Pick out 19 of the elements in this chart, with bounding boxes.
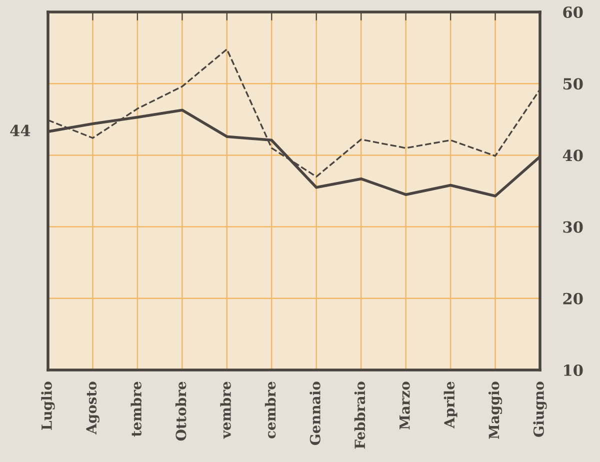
x-tick-label: Febbraio [354,382,366,449]
y-tick-label: 40 [562,150,583,162]
x-tick-label: Ottobre [175,382,186,441]
x-tick-label: cembre [264,382,276,438]
y-tick-label: 20 [563,292,583,304]
x-tick-label: Agosto [86,382,100,434]
y-tick-label: 30 [563,221,583,233]
x-tick-label: vembre [220,382,231,439]
y-tick-label: 50 [563,78,583,90]
y-tick-label: 10 [564,364,583,376]
y-tick-label: 60 [563,6,583,18]
x-tick-label: Maggio [488,382,502,439]
x-tick-label: Luglio [41,382,55,430]
text: 44 [10,124,30,136]
x-tick-label: Gennaio [310,382,320,445]
x-tick-label: tembre [130,382,142,437]
x-tick-label: Giugno [533,382,547,437]
x-tick-label: Marzo [400,382,410,430]
x-tick-label: Aprile [444,382,458,428]
